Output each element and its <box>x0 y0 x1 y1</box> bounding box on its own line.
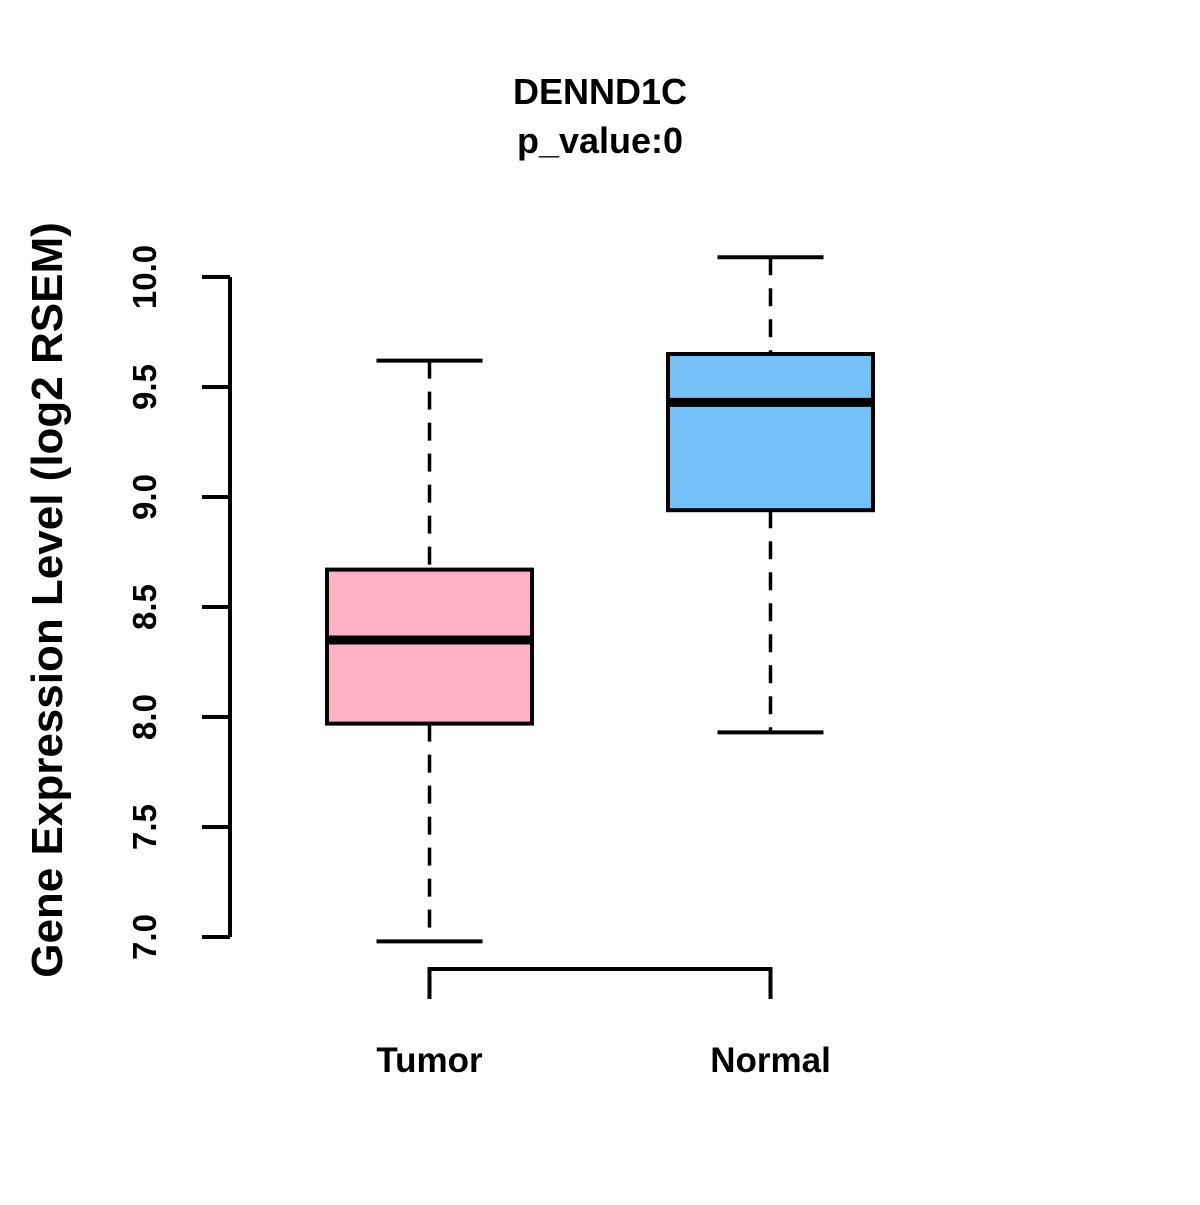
x-tick-label-tumor: Tumor <box>376 1041 483 1080</box>
x-tick-label-normal: Normal <box>710 1041 831 1080</box>
y-axis: 7.0 7.5 8.0 8.5 9.0 9.5 10.0 <box>126 245 232 960</box>
y-tick-label: 7.0 <box>126 914 163 960</box>
boxplot-series <box>325 255 875 944</box>
y-tick-label: 8.0 <box>126 694 163 740</box>
y-axis-title: Gene Expression Level (log2 RSEM) <box>23 222 72 978</box>
y-tick-label: 7.5 <box>126 804 163 850</box>
iqr-box <box>325 567 534 726</box>
y-tick-label: 8.5 <box>126 584 163 630</box>
y-tick-label: 9.0 <box>126 474 163 520</box>
chart-title: DENND1C <box>513 71 687 112</box>
box-normal <box>666 255 875 735</box>
x-axis-bracket <box>427 967 773 999</box>
chart-subtitle: p_value:0 <box>517 120 683 161</box>
y-tick-label: 9.5 <box>126 364 163 410</box>
iqr-box <box>666 352 875 513</box>
box-tumor <box>325 358 534 944</box>
y-tick-label: 10.0 <box>126 245 163 309</box>
